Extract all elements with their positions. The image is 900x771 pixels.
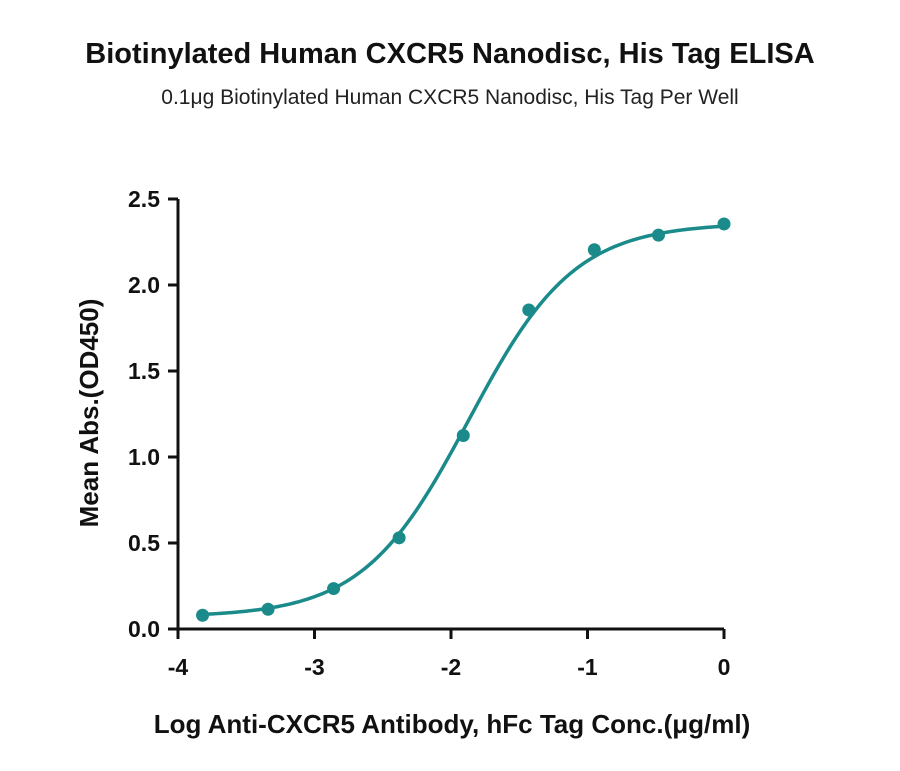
axes: 0.0 0.5 1.0 1.5 2.0 2.5 -4 -3 -2 -1 0 [128,186,730,680]
y-tick-label: 2.5 [128,186,160,212]
y-axis-label: Mean Abs.(OD450) [74,299,104,528]
y-tick-label: 1.0 [128,444,160,470]
y-tick-label: 1.5 [128,358,160,384]
data-point [651,228,665,242]
chart-subtitle: 0.1μg Biotinylated Human CXCR5 Nanodisc,… [161,86,739,109]
data-point [392,531,406,545]
fit-curve [202,224,725,617]
data-points [196,217,731,622]
fit-curve-group [202,224,725,617]
x-tick-label: -1 [577,654,598,680]
x-axis-label: Log Anti-CXCR5 Antibody, hFc Tag Conc.(μ… [154,709,751,739]
data-point [196,608,210,622]
x-tick-label: -3 [304,654,324,680]
data-point [261,602,275,616]
data-point [522,303,536,317]
y-tick-label: 2.0 [128,272,160,298]
data-point [717,217,731,231]
chart-title: Biotinylated Human CXCR5 Nanodisc, His T… [85,38,815,70]
x-tick-label: -2 [441,654,461,680]
y-tick-label: 0.0 [128,616,160,642]
data-point [456,429,470,442]
x-tick-label: 0 [718,654,731,680]
y-tick-label: 0.5 [128,530,160,556]
x-tick-label: -4 [168,654,189,680]
data-point [327,582,341,596]
data-point [587,243,601,257]
